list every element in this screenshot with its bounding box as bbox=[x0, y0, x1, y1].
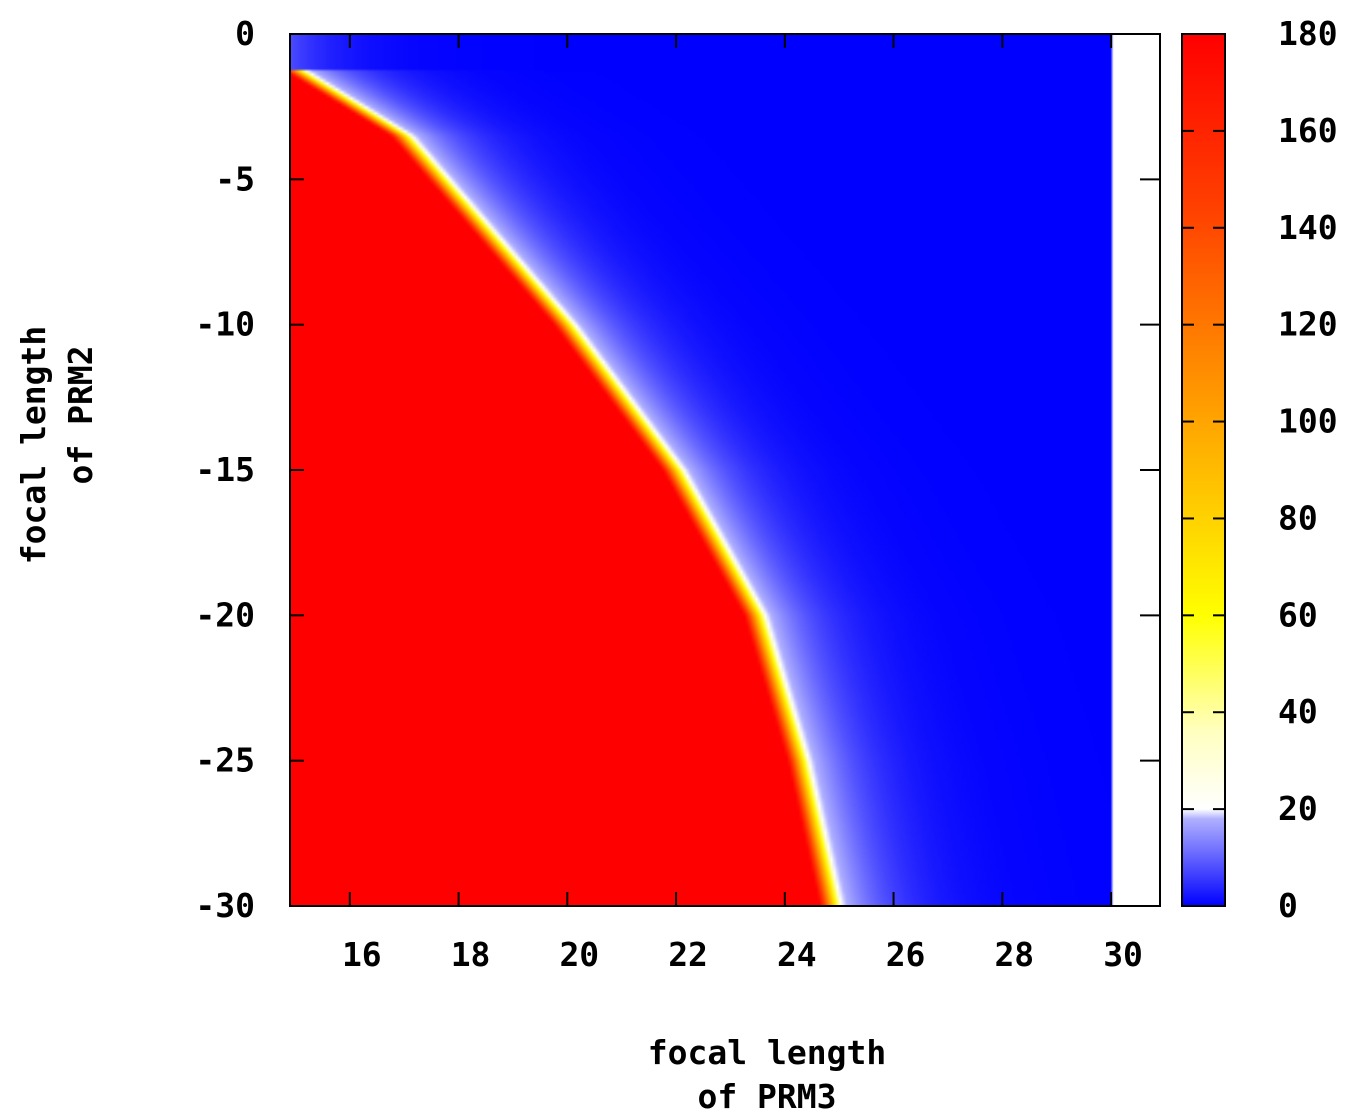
colorbar-tick-label: 80 bbox=[1278, 498, 1318, 537]
colorbar-tick-label: 100 bbox=[1278, 402, 1338, 441]
x-tick-label: 18 bbox=[451, 935, 491, 974]
x-axis-title-line2: of PRM3 bbox=[697, 1077, 836, 1116]
y-axis-title-line1: focal length bbox=[14, 326, 53, 564]
x-axis-title-line1: focal length bbox=[648, 1033, 886, 1072]
colorbar-tick-label: 140 bbox=[1278, 208, 1338, 247]
y-tick-label: -25 bbox=[195, 741, 255, 780]
x-tick-label: 30 bbox=[1103, 935, 1143, 974]
x-tick-label: 24 bbox=[777, 935, 817, 974]
colorbar-tick-label: 120 bbox=[1278, 305, 1338, 344]
x-tick-label: 26 bbox=[886, 935, 926, 974]
colorbar-tick-label: 60 bbox=[1278, 595, 1318, 634]
colorbar-tick-label: 180 bbox=[1278, 14, 1338, 53]
y-tick-label: -20 bbox=[195, 595, 255, 634]
colorbar-axis: 0 20 40 60 80 100 120 140 160 180 bbox=[1182, 14, 1338, 925]
x-tick-label: 20 bbox=[559, 935, 599, 974]
colorbar bbox=[1182, 34, 1225, 906]
y-tick-label: 0 bbox=[235, 14, 255, 53]
x-tick-label: 22 bbox=[668, 935, 708, 974]
colorbar-tick-label: 20 bbox=[1278, 789, 1318, 828]
colorbar-tick-label: 0 bbox=[1278, 886, 1298, 925]
y-tick-label: -15 bbox=[195, 450, 255, 489]
y-tick-label: -10 bbox=[195, 305, 255, 344]
x-tick-label: 16 bbox=[342, 935, 382, 974]
x-tick-label: 28 bbox=[994, 935, 1034, 974]
y-tick-label: -30 bbox=[195, 886, 255, 925]
y-axis-title-line2: of PRM2 bbox=[61, 345, 100, 484]
colorbar-frame bbox=[1181, 33, 1226, 907]
y-tick-label: -5 bbox=[215, 159, 255, 198]
colorbar-tick-label: 160 bbox=[1278, 111, 1338, 150]
y-axis: 0 -5 -10 -15 -20 -25 -30 bbox=[195, 14, 1160, 925]
x-axis: 16 18 20 22 24 26 28 30 bbox=[342, 34, 1143, 974]
colorbar-tick-label: 40 bbox=[1278, 692, 1318, 731]
heatmap-area bbox=[290, 34, 1160, 906]
